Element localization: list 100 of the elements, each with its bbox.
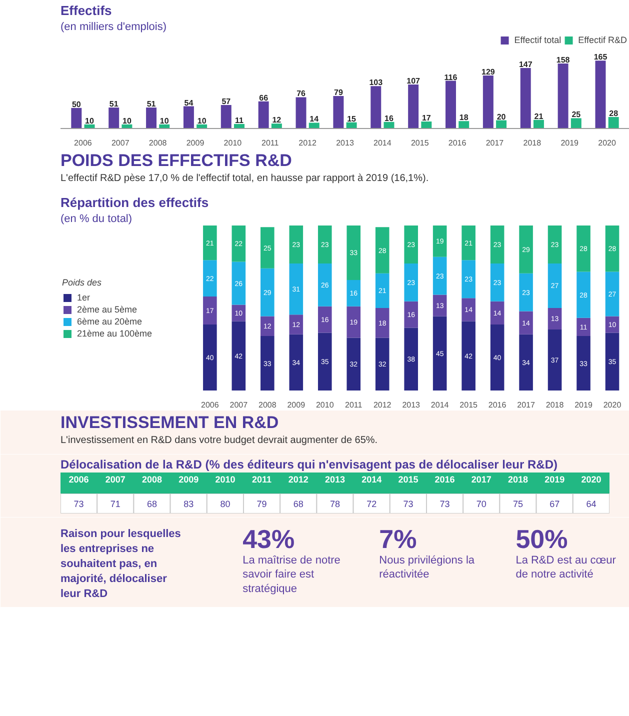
bar (576, 272, 590, 318)
chart-subtitle: (en milliers d'emplois) (60, 21, 167, 33)
bar (404, 328, 418, 390)
legend-title: Poids des (62, 277, 103, 287)
data-label: 129 (482, 67, 496, 76)
data-label: 50% (516, 524, 568, 554)
x-tick-label: 2018 (546, 400, 564, 410)
data-label: 83 (184, 499, 194, 509)
data-label: 28 (609, 108, 619, 118)
bar (183, 106, 194, 128)
data-label: 21 (534, 112, 544, 121)
x-tick-label: 2012 (373, 400, 392, 410)
data-label: 11 (235, 116, 244, 125)
data-label: 12 (272, 116, 282, 125)
bar (232, 226, 246, 262)
bar (375, 273, 390, 308)
data-label: 70 (476, 499, 486, 509)
text: (en % du total) (60, 213, 132, 225)
bar (605, 332, 620, 390)
data-label: 64 (586, 499, 596, 509)
x-tick-label: 2013 (324, 474, 346, 484)
x-tick-label: 2020 (581, 474, 602, 484)
text: L'effectif R&D pèse 17,0 % de l'effectif total, en hausse par rapport à 2019 (16,1%). (60, 173, 429, 184)
bar (421, 122, 432, 128)
bar (404, 301, 418, 328)
bar (548, 329, 562, 390)
x-tick-label: 2018 (508, 474, 528, 484)
bar (548, 263, 562, 308)
x-tick-label: 2019 (560, 138, 580, 148)
x-tick-label: 2013 (402, 400, 421, 410)
bar (318, 263, 332, 306)
bar (605, 272, 620, 316)
x-tick-label: 2012 (298, 138, 318, 148)
data-label: 76 (296, 89, 306, 98)
data-label: 147 (518, 60, 533, 70)
bar (370, 86, 382, 128)
x-tick-label: 2006 (68, 474, 89, 484)
bar (408, 84, 419, 128)
x-tick-label: 2010 (316, 400, 334, 410)
bar (462, 298, 476, 322)
x-tick-label: 2011 (262, 138, 280, 148)
x-tick-label: 2017 (471, 474, 492, 484)
x-tick-label: 2017 (486, 138, 504, 148)
x-tick-label: 2006 (201, 400, 220, 410)
data-label: 16 (384, 114, 394, 123)
x-tick-label: 2017 (517, 400, 536, 410)
x-tick-label: 2006 (74, 138, 92, 148)
data-label: 17 (422, 114, 432, 123)
data-label: 10 (122, 116, 132, 126)
bar (548, 308, 562, 330)
bar (404, 263, 418, 302)
x-tick-label: 2011 (252, 474, 272, 484)
data-label: 75 (512, 499, 524, 509)
bar (458, 121, 470, 128)
x-tick-label: 2008 (142, 474, 162, 484)
bar (519, 334, 533, 390)
bar (203, 260, 217, 296)
bar (519, 311, 533, 334)
text: INVESTISSEMENT EN R&D (60, 413, 279, 432)
data-label: 7% (379, 524, 417, 554)
x-tick-label: 2007 (105, 474, 126, 484)
bar (346, 226, 361, 280)
bar (605, 226, 620, 272)
data-label: 10 (160, 116, 170, 126)
bar (203, 226, 217, 260)
bar (404, 226, 418, 264)
x-tick-label: 2009 (186, 138, 205, 148)
bar (576, 336, 590, 390)
data-label: 54 (184, 98, 194, 108)
data-label: 103 (369, 78, 384, 88)
x-tick-label: 2009 (178, 474, 199, 484)
x-tick-label: 2010 (215, 474, 236, 484)
bar (346, 338, 361, 390)
bar (260, 268, 274, 316)
bar (496, 120, 507, 128)
bar (260, 336, 274, 390)
bar (482, 75, 494, 128)
bar (71, 108, 82, 128)
bar (375, 308, 390, 338)
x-tick-label: 2012 (288, 474, 308, 484)
legend-label: Effectif R&D (578, 35, 627, 45)
legend-label: 21ème au 100ème (77, 328, 152, 338)
data-label: 73 (403, 499, 414, 509)
legend-label: Effectif total (514, 35, 562, 45)
data-label: 51 (109, 100, 119, 109)
bar (346, 306, 361, 338)
data-label: 51 (146, 100, 156, 109)
data-label: 10 (85, 116, 95, 126)
bar (346, 280, 361, 306)
x-tick-label: 2016 (488, 400, 507, 410)
bar (520, 68, 531, 128)
bar (608, 116, 619, 128)
bar (289, 334, 304, 390)
bar (432, 226, 447, 257)
category-label: La R&D est au cœur de notre activité (516, 554, 616, 581)
bar (260, 227, 274, 268)
bar (108, 108, 120, 128)
bar (289, 226, 304, 264)
bar (271, 124, 282, 128)
x-tick-label: 2007 (111, 138, 130, 148)
